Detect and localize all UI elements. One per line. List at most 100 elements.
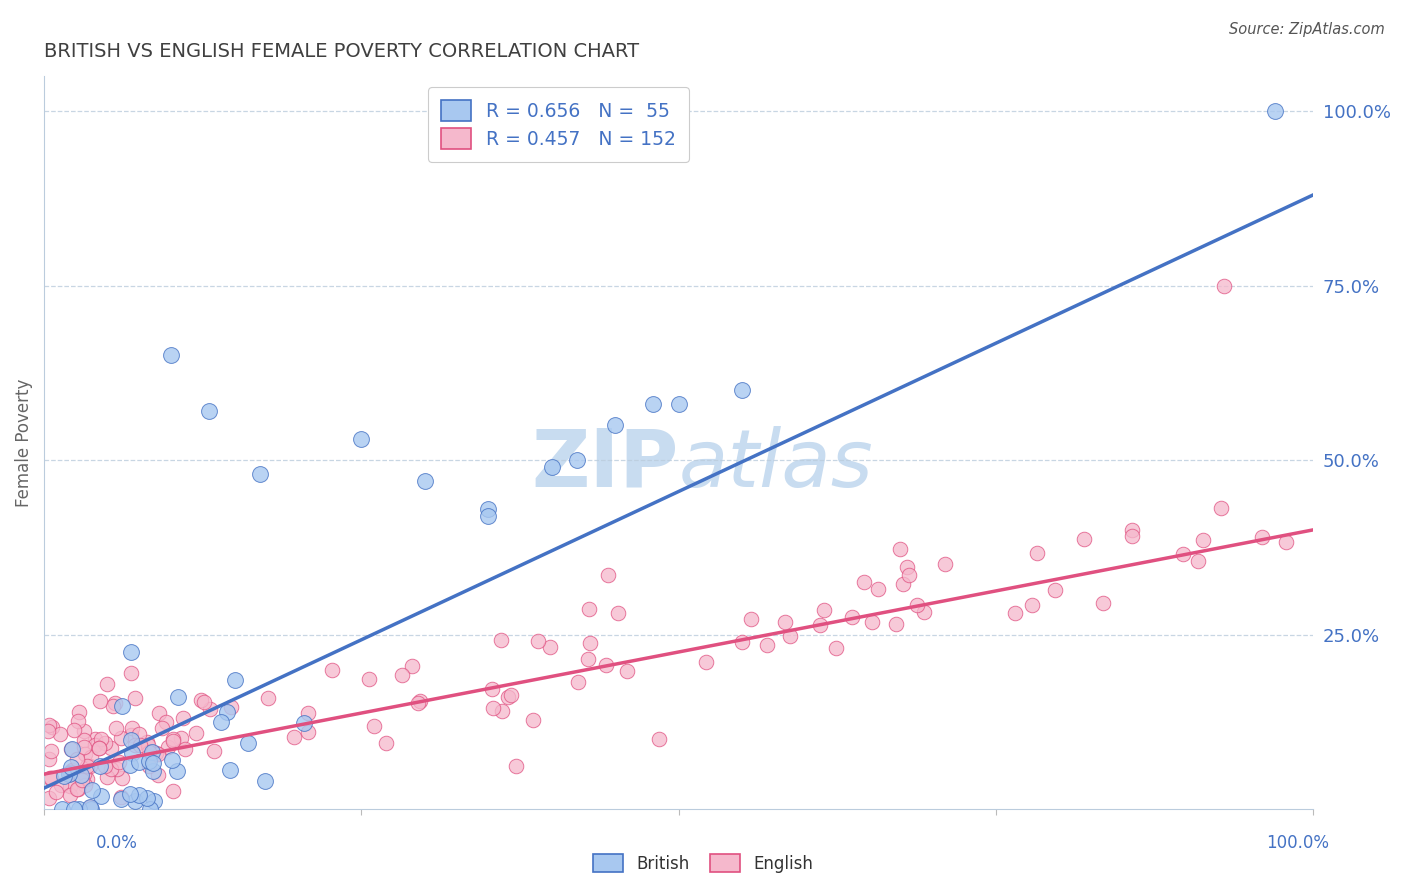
Text: atlas: atlas: [679, 425, 873, 504]
Point: [66, 714, 89, 728]
Point: [1021, 598, 1043, 612]
Point: [886, 617, 908, 632]
Point: [138, 759, 160, 773]
Point: [219, 763, 242, 777]
Point: [150, 721, 173, 735]
Point: [755, 638, 778, 652]
Point: [66, 781, 89, 796]
Point: [808, 617, 831, 632]
Point: [121, 746, 143, 760]
Point: [66, 781, 89, 796]
Point: [142, 756, 165, 771]
Point: [256, 691, 278, 706]
Point: [401, 658, 423, 673]
Text: Source: ZipAtlas.com: Source: ZipAtlas.com: [1229, 22, 1385, 37]
Point: [172, 711, 194, 725]
Point: [120, 732, 142, 747]
Point: [731, 384, 754, 398]
Point: [138, 754, 160, 768]
Point: [350, 432, 373, 446]
Point: [375, 736, 398, 750]
Point: [83, 731, 105, 746]
Point: [406, 696, 429, 710]
Point: [297, 706, 319, 720]
Point: [166, 764, 188, 778]
Point: [39, 744, 62, 758]
Point: [162, 732, 184, 747]
Point: [813, 603, 835, 617]
Point: [87, 740, 110, 755]
Point: [138, 745, 160, 759]
Point: [578, 652, 600, 666]
Point: [477, 508, 499, 523]
Point: [128, 727, 150, 741]
Point: [934, 557, 956, 571]
Point: [1213, 278, 1236, 293]
Point: [891, 577, 914, 591]
Point: [67, 706, 90, 720]
Point: [217, 705, 239, 719]
Point: [136, 735, 159, 749]
Point: [51, 802, 73, 816]
Point: [121, 721, 143, 735]
Point: [63, 723, 86, 737]
Point: [124, 690, 146, 705]
Point: [60, 741, 83, 756]
Point: [1004, 607, 1026, 621]
Point: [39, 771, 62, 785]
Point: [740, 612, 762, 626]
Point: [96, 770, 118, 784]
Point: [37, 723, 59, 738]
Text: ZIP: ZIP: [531, 425, 679, 504]
Point: [111, 699, 134, 714]
Point: [773, 615, 796, 630]
Point: [540, 460, 562, 475]
Point: [1121, 529, 1143, 543]
Point: [249, 467, 271, 481]
Point: [489, 633, 512, 648]
Point: [128, 788, 150, 802]
Point: [173, 742, 195, 756]
Point: [779, 629, 801, 643]
Point: [1187, 554, 1209, 568]
Point: [59, 760, 82, 774]
Point: [59, 779, 82, 793]
Legend: British, English: British, English: [586, 847, 820, 880]
Point: [110, 789, 132, 804]
Point: [695, 655, 717, 669]
Point: [110, 731, 132, 745]
Point: [853, 575, 876, 590]
Point: [73, 778, 96, 792]
Point: [90, 789, 112, 803]
Point: [522, 713, 544, 727]
Point: [1209, 500, 1232, 515]
Point: [120, 757, 142, 772]
Point: [80, 802, 103, 816]
Point: [896, 559, 918, 574]
Point: [84, 738, 107, 752]
Point: [499, 689, 522, 703]
Point: [118, 788, 141, 802]
Point: [59, 788, 82, 802]
Point: [605, 418, 627, 433]
Point: [731, 634, 754, 648]
Point: [253, 773, 276, 788]
Point: [866, 582, 889, 596]
Point: [100, 741, 122, 756]
Point: [912, 605, 935, 619]
Point: [505, 758, 527, 772]
Point: [100, 763, 122, 777]
Point: [616, 664, 638, 678]
Point: [860, 615, 883, 629]
Point: [156, 739, 179, 754]
Point: [108, 755, 131, 769]
Y-axis label: Female Poverty: Female Poverty: [15, 378, 32, 507]
Point: [120, 728, 142, 742]
Point: [167, 690, 190, 705]
Point: [578, 602, 600, 616]
Point: [49, 727, 72, 741]
Point: [648, 732, 671, 747]
Point: [538, 640, 561, 655]
Point: [160, 753, 183, 767]
Point: [87, 740, 110, 755]
